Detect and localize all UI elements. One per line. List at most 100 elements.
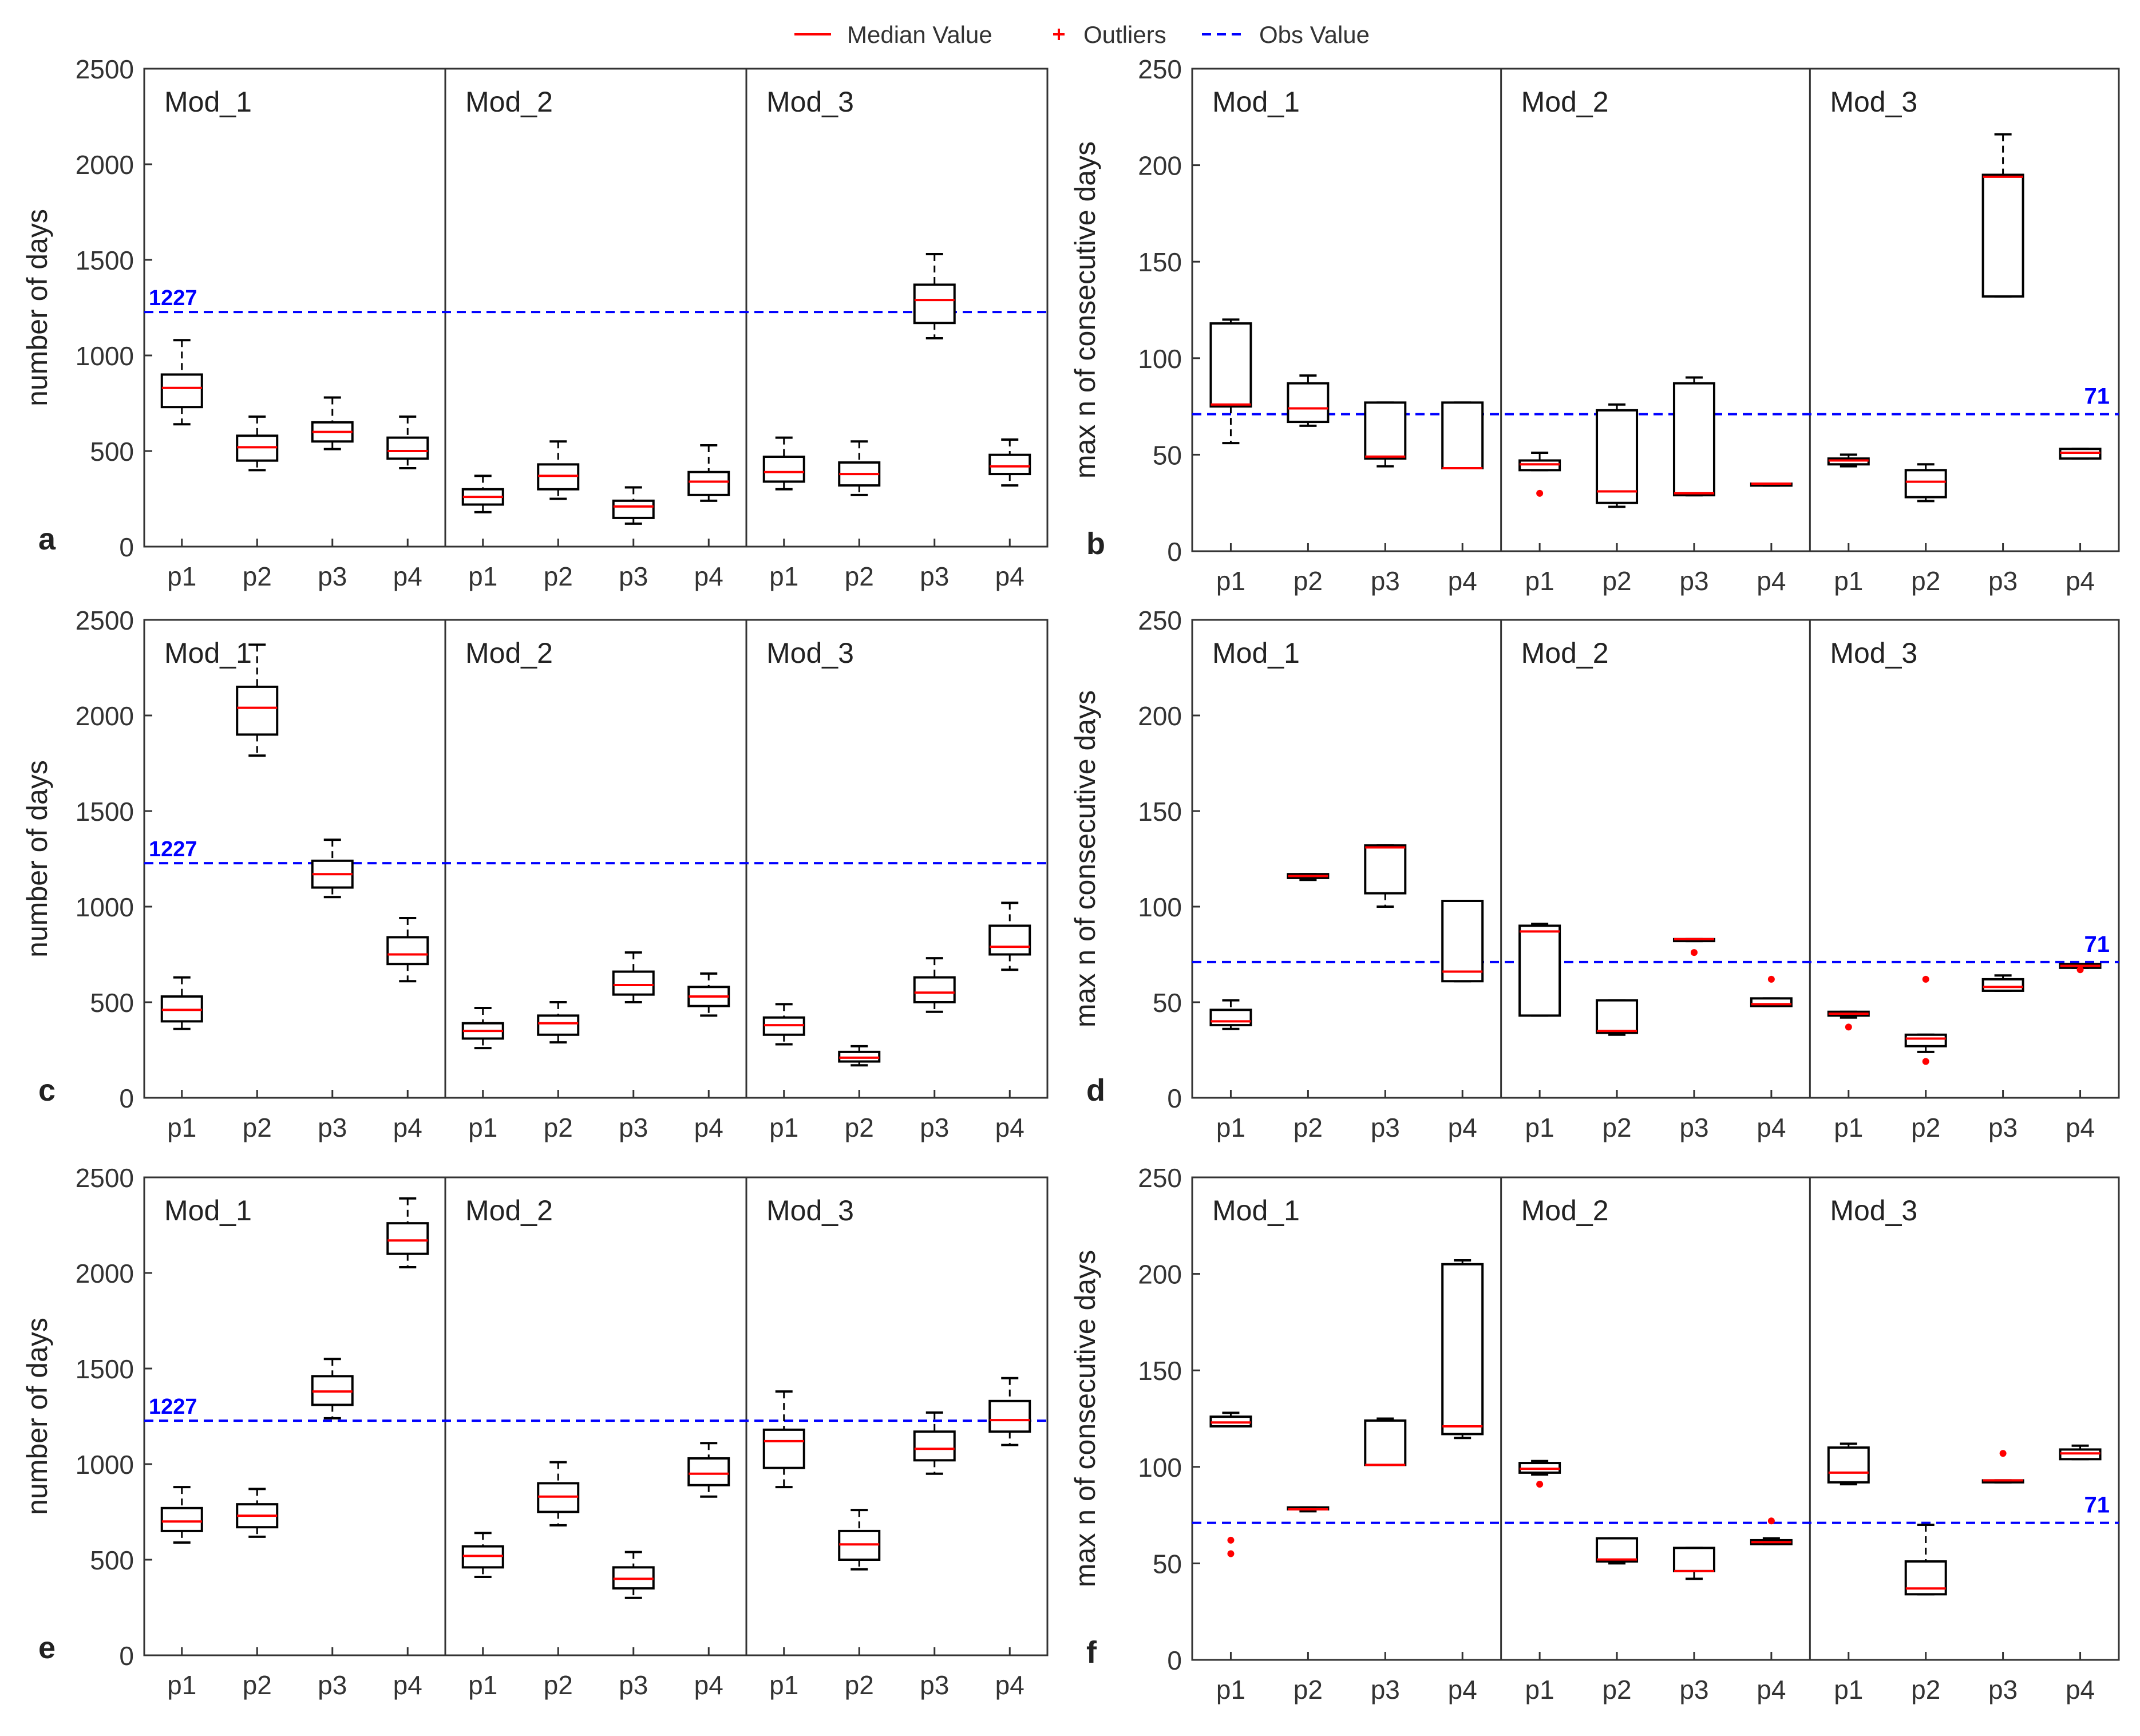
box-mod3-p3 — [1981, 1450, 2024, 1484]
box-mod2-p3 — [612, 951, 655, 1003]
outlier-point — [1999, 1450, 2007, 1457]
x-tick-label: p4 — [1448, 1675, 1477, 1705]
box-mod2-p4 — [1750, 1517, 1793, 1545]
x-tick-label: p2 — [544, 1670, 573, 1700]
obs-label: 71 — [2084, 384, 2110, 409]
y-tick-label: 0 — [119, 1641, 134, 1671]
panel-letter: b — [1086, 527, 1105, 561]
y-tick-label: 250 — [1138, 1163, 1182, 1193]
box-iqr — [1287, 382, 1330, 424]
y-tick-label: 50 — [1153, 440, 1182, 470]
x-tick-label: p1 — [167, 561, 196, 591]
x-tick-label: p1 — [1525, 1675, 1554, 1705]
y-tick-label: 50 — [1153, 988, 1182, 1018]
y-tick-label: 200 — [1138, 1260, 1182, 1290]
x-tick-label: p4 — [694, 1670, 723, 1700]
group-label: Mod_1 — [1212, 86, 1300, 118]
y-axis-label: max n of consecutive days — [1069, 690, 1101, 1027]
box-iqr — [612, 970, 655, 996]
x-tick-label: p3 — [619, 1670, 648, 1700]
y-tick-label: 2000 — [76, 150, 134, 180]
outlier-point — [1767, 1517, 1775, 1525]
y-tick-label: 1000 — [76, 341, 134, 371]
y-axis-label: max n of consecutive days — [1069, 1250, 1101, 1587]
box-iqr — [762, 1428, 805, 1469]
box-iqr — [1981, 173, 2024, 298]
group-label: Mod_3 — [1830, 637, 1917, 669]
box-mod2-p3 — [612, 1551, 655, 1599]
y-tick-label: 500 — [90, 437, 134, 466]
plot-frame — [143, 619, 1049, 1099]
panel-c: Mod_1 Mod_2 Mod_3 0 500 1000 1500 2000 2500 numbe… — [21, 606, 1049, 1142]
box-iqr — [1981, 978, 2024, 992]
group-label: Mod_3 — [766, 637, 854, 669]
x-tick-label: p4 — [995, 1113, 1024, 1142]
panel-a: Mod_1 Mod_2 Mod_3 0 500 1000 1500 2000 2500 numbe… — [21, 54, 1049, 591]
y-tick-label: 2500 — [76, 1163, 134, 1193]
box-mod3-p4 — [2059, 448, 2102, 460]
x-tick-label: p4 — [995, 1670, 1024, 1700]
y-tick-label: 0 — [119, 532, 134, 562]
y-axis-label: max n of consecutive days — [1069, 141, 1101, 479]
box-mod3-p3 — [913, 1411, 956, 1475]
y-tick-label: 0 — [1167, 537, 1182, 567]
x-tick-label: p2 — [845, 1670, 874, 1700]
box-iqr — [386, 1222, 429, 1255]
box-mod2-p2 — [537, 1001, 580, 1044]
x-tick-label: p3 — [1988, 1113, 2018, 1142]
box-mod3-p3 — [1981, 133, 2024, 298]
box-mod1-p1 — [160, 1486, 203, 1544]
x-tick-label: p3 — [920, 1670, 949, 1700]
panels: Mod_1 Mod_2 Mod_305001000150020002500numbe… — [21, 54, 2120, 1705]
group-label: Mod_3 — [766, 1195, 854, 1227]
x-tick-label: p3 — [318, 1113, 347, 1142]
box-mod1-p4 — [1441, 1259, 1484, 1440]
box-mod3-p4 — [2059, 1444, 2102, 1461]
y-tick-label: 1500 — [76, 797, 134, 827]
obs-label: 1227 — [149, 837, 197, 861]
panel-b: Mod_1 Mod_2 Mod_3 0 50 100 150 200 250 max n of c… — [1069, 54, 2120, 596]
y-tick-label: 250 — [1138, 54, 1182, 84]
y-tick-label: 150 — [1138, 247, 1182, 277]
box-iqr — [160, 1506, 203, 1532]
box-iqr — [1596, 999, 1639, 1034]
box-mod1-p2 — [1287, 873, 1330, 881]
group-label: Mod_3 — [766, 86, 854, 118]
x-tick-label: p3 — [1679, 566, 1708, 596]
box-mod3-p2 — [838, 1509, 881, 1571]
box-mod3-p1 — [762, 436, 805, 491]
outlier-point — [1845, 1023, 1852, 1031]
x-tick-label: p1 — [468, 561, 497, 591]
box-mod2-p4 — [1750, 482, 1793, 487]
x-tick-label: p4 — [393, 1113, 422, 1142]
box-mod1-p1 — [1209, 318, 1252, 445]
box-mod3-p3 — [913, 957, 956, 1013]
box-mod1-p3 — [1364, 1417, 1407, 1466]
box-mod3-p1 — [762, 1003, 805, 1046]
x-tick-label: p3 — [619, 561, 648, 591]
x-tick-label: p1 — [769, 1670, 798, 1700]
y-tick-label: 150 — [1138, 797, 1182, 827]
y-tick-label: 50 — [1153, 1549, 1182, 1579]
box-mod1-p4 — [1441, 401, 1484, 470]
x-tick-label: p2 — [243, 1113, 272, 1142]
x-tick-label: p2 — [845, 1113, 874, 1142]
box-mod2-p1 — [461, 1532, 504, 1579]
box-iqr — [1441, 899, 1484, 983]
x-tick-label: p1 — [167, 1670, 196, 1700]
x-tick-label: p4 — [393, 561, 422, 591]
box-mod2-p1 — [1518, 1460, 1561, 1488]
legend-label-0: Median Value — [847, 21, 992, 48]
box-mod1-p2 — [236, 1488, 279, 1538]
panel-letter: c — [38, 1073, 56, 1108]
box-mod1-p3 — [1364, 844, 1407, 908]
box-iqr — [913, 283, 956, 325]
box-mod3-p1 — [1827, 453, 1870, 468]
x-tick-label: p4 — [1757, 566, 1786, 596]
group-label: Mod_1 — [164, 1195, 252, 1227]
box-iqr — [687, 470, 730, 496]
outlier-point — [1536, 1481, 1544, 1488]
box-mod3-p4 — [988, 438, 1031, 487]
